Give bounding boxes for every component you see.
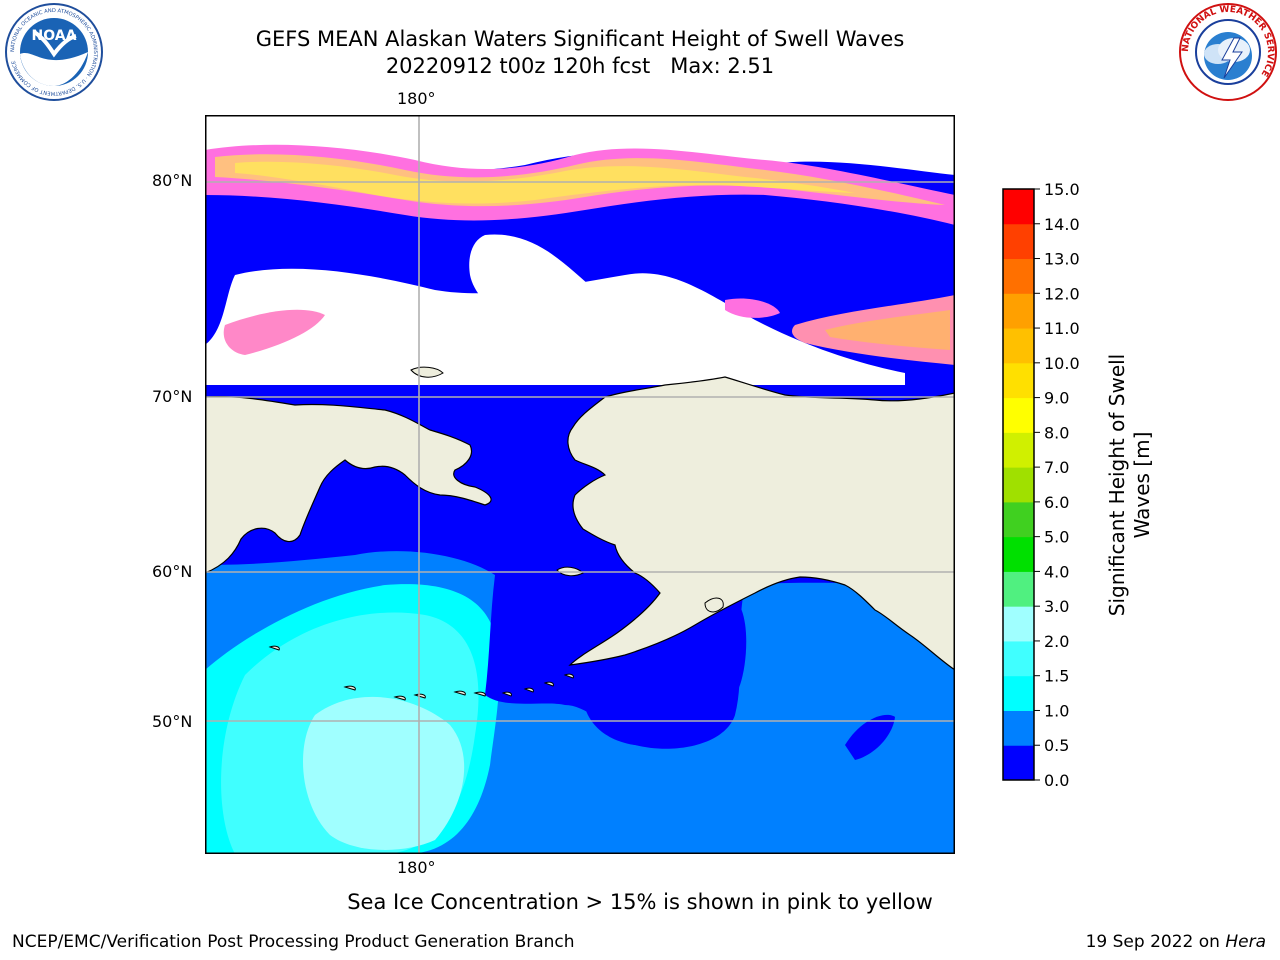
colorbar-tick-label: 5.0	[1044, 528, 1069, 547]
colorbar-swatch	[1003, 189, 1034, 225]
colorbar-swatch	[1003, 571, 1034, 607]
chart-title: GEFS MEAN Alaskan Waters Significant Hei…	[255, 27, 905, 51]
lat-label-80: 80°N	[152, 171, 193, 190]
footer-credit: NCEP/EMC/Verification Post Processing Pr…	[12, 932, 575, 952]
colorbar-tick-label: 0.0	[1044, 771, 1069, 790]
aleutian-islands	[268, 645, 574, 701]
colorbar-frame	[1002, 188, 1035, 781]
colorbar-tick-label: 4.0	[1044, 562, 1069, 581]
chart-subtitle: 20220912 t00z 120h fcst Max: 2.51	[385, 54, 775, 78]
colorbar-label-line2: Waves [m]	[1130, 431, 1154, 539]
colorbar-swatch	[1003, 675, 1034, 711]
lon-label-top: 180°	[397, 89, 436, 108]
colorbar-tick-label: 0.5	[1044, 736, 1069, 755]
colorbar-swatch	[1003, 293, 1034, 329]
colorbar-swatch	[1003, 397, 1034, 433]
ice-white-east	[469, 234, 602, 330]
colorbar-swatch	[1003, 223, 1034, 260]
colorbar-tick-label: 10.0	[1044, 354, 1080, 373]
lat-label-60: 60°N	[152, 562, 193, 581]
colorbar-swatch	[1003, 501, 1034, 538]
nws-logo: NATIONAL WEATHER SERVICE	[1179, 3, 1277, 101]
colorbar-tick-label: 6.0	[1044, 493, 1069, 512]
land-kodiak	[704, 597, 724, 613]
colorbar-swatch	[1003, 745, 1034, 781]
colorbar-swatch	[1003, 328, 1034, 364]
graticule	[205, 115, 955, 854]
colorbar-tick-label: 9.0	[1044, 389, 1069, 408]
colorbar-swatch	[1003, 362, 1034, 399]
ice-band-pink-4	[725, 298, 780, 318]
swell-height-map	[205, 115, 955, 854]
colorbar-label: Significant Height of Swell Waves [m]	[1105, 354, 1155, 616]
colorbar-swatch	[1003, 710, 1034, 746]
colorbar-tick-label: 12.0	[1044, 284, 1080, 303]
noaa-logo-text: NOAA	[32, 28, 77, 44]
footer-host: Hera	[1225, 932, 1266, 952]
colorbar-label-line1: Significant Height of Swell	[1105, 353, 1129, 617]
map-frame	[205, 115, 955, 854]
land-alaska	[567, 376, 955, 671]
colorbar-ticks: 0.0 0.5 1.0 1.5 2.0 3.0 4.0 5.0 6.0 7.0 8.0 9.0 10.0…	[1034, 180, 1080, 790]
colorbar: 0.0 0.5 1.0 1.5 2.0 3.0 4.0 5.0 6.0 7.0 8.0 9.0 10.0…	[1002, 180, 1080, 790]
colorbar-swatch	[1003, 432, 1034, 468]
ice-caption: Sea Ice Concentration > 15% is shown in …	[347, 890, 933, 914]
colorbar-tick-label: 3.0	[1044, 597, 1069, 616]
footer-date-text: 19 Sep 2022 on	[1085, 932, 1226, 952]
lon-label-bottom: 180°	[397, 858, 436, 877]
footer-date: 19 Sep 2022 on Hera	[1086, 932, 1266, 952]
lat-label-70: 70°N	[152, 387, 193, 406]
colorbar-tick-label: 8.0	[1044, 423, 1069, 442]
swell-band-0-0.5-se	[845, 714, 895, 760]
colorbar-swatch	[1003, 467, 1034, 503]
ice-band-pink-2	[223, 309, 325, 355]
colorbar-tick-label: 13.0	[1044, 250, 1080, 269]
noaa-logo: NOAA NATIONAL OCEANIC AND ATMOSPHERIC AD…	[5, 3, 103, 101]
colorbar-swatch	[1003, 606, 1034, 642]
colorbar-swatch	[1003, 536, 1034, 572]
colorbar-tick-label: 7.0	[1044, 458, 1069, 477]
colorbar-tick-label: 14.0	[1044, 215, 1080, 234]
colorbar-tick-label: 2.0	[1044, 632, 1069, 651]
colorbar-tick-label: 11.0	[1044, 319, 1080, 338]
colorbar-tick-label: 1.0	[1044, 701, 1069, 720]
colorbar-tick-label: 15.0	[1044, 180, 1080, 199]
swell-band-0-0.5-goa	[582, 595, 747, 746]
ice-band-orange-3	[825, 310, 950, 350]
lat-label-50: 50°N	[152, 712, 193, 731]
colorbar-swatches	[1003, 189, 1034, 781]
colorbar-swatch	[1003, 258, 1034, 294]
colorbar-tick-label: 1.5	[1044, 667, 1069, 686]
colorbar-swatch	[1003, 640, 1034, 677]
